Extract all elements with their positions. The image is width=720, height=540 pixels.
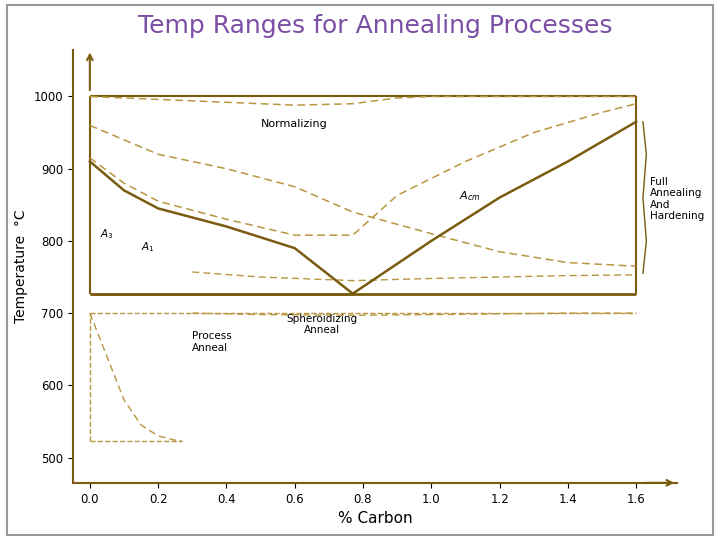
Y-axis label: Temperature  °C: Temperature °C: [14, 210, 28, 323]
Text: $A_{cm}$: $A_{cm}$: [459, 189, 480, 203]
Title: Temp Ranges for Annealing Processes: Temp Ranges for Annealing Processes: [138, 14, 612, 38]
Text: Spheroidizing
Anneal: Spheroidizing Anneal: [287, 314, 358, 335]
Text: Normalizing: Normalizing: [261, 119, 328, 129]
X-axis label: % Carbon: % Carbon: [338, 511, 413, 526]
Text: Process
Anneal: Process Anneal: [192, 331, 232, 353]
Text: Full
Annealing
And
Hardening: Full Annealing And Hardening: [649, 177, 704, 221]
Text: $A_3$: $A_3$: [100, 227, 114, 241]
Text: $A_1$: $A_1$: [141, 240, 155, 254]
